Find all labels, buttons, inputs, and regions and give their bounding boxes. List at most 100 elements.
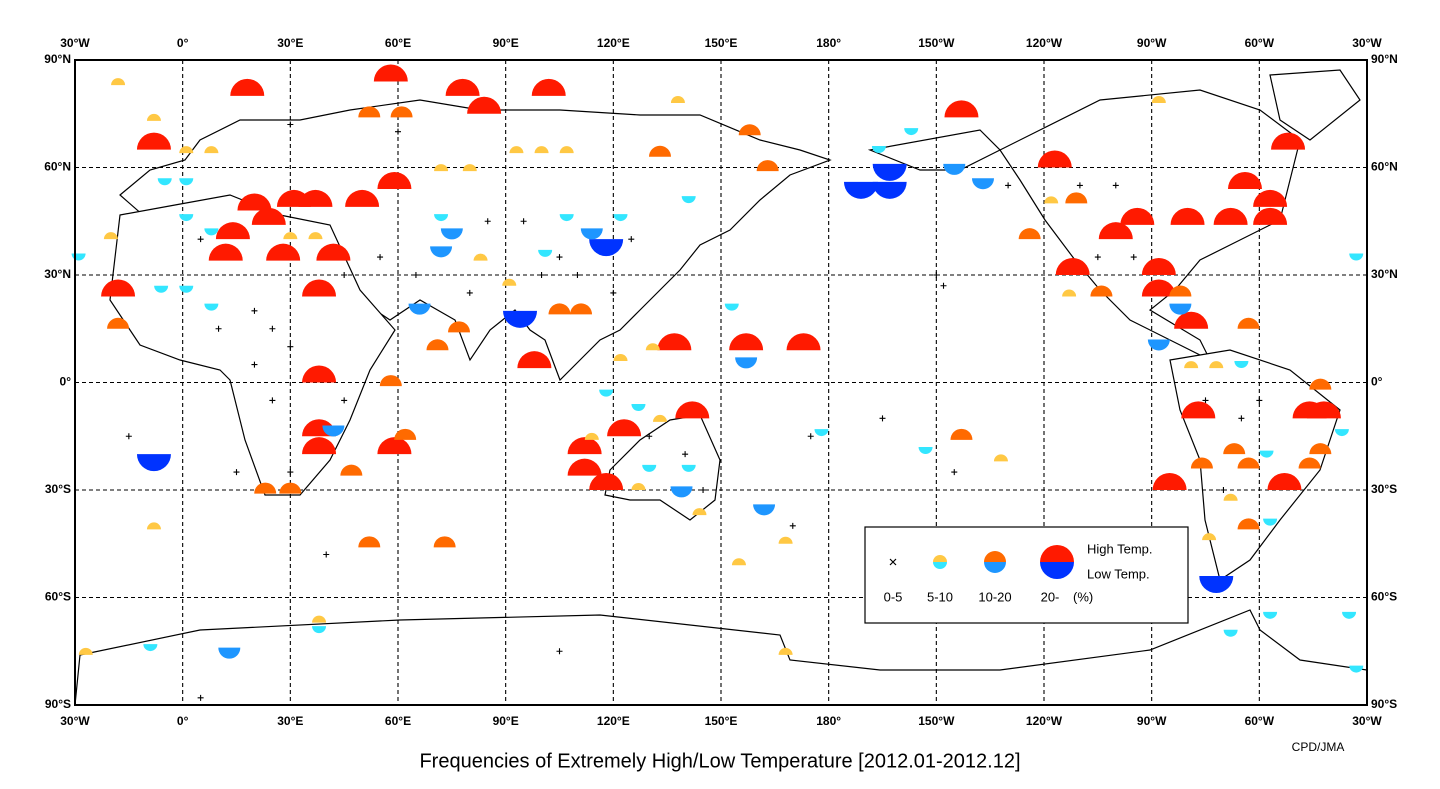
legend-box: [864, 526, 1189, 624]
cross-marker: [682, 451, 689, 458]
legend-class-label: 10-20: [978, 589, 1011, 604]
legend-class-label: 20-: [1041, 589, 1060, 604]
high-marker: [254, 482, 277, 494]
high-marker: [944, 100, 979, 118]
cross-marker: [484, 218, 491, 225]
high-marker: [607, 419, 642, 437]
cross-marker: [1094, 254, 1101, 261]
high-marker: [302, 365, 337, 383]
x-tick-label: 30°W: [1352, 714, 1382, 728]
x-tick-label: 180°: [816, 714, 841, 728]
australia: [604, 414, 721, 521]
low-marker: [143, 644, 158, 652]
y-tick-label: 90°N: [1371, 52, 1398, 66]
y-tick-label: 90°S: [1371, 697, 1397, 711]
high-marker: [136, 132, 171, 150]
high-marker: [467, 96, 502, 114]
high-marker: [1090, 285, 1113, 297]
low-marker: [179, 285, 194, 293]
low-marker: [904, 128, 919, 136]
high-marker: [567, 458, 602, 476]
high-marker: [509, 146, 524, 154]
high-marker: [1237, 457, 1260, 469]
high-marker: [1141, 279, 1176, 297]
cross-marker: [951, 469, 958, 476]
legend-high: High Temp.: [1087, 541, 1153, 556]
x-tick-label: 30°E: [277, 36, 303, 50]
map-frame: [74, 59, 1368, 706]
high-marker: [379, 375, 402, 387]
cross-marker: [1112, 182, 1119, 189]
high-marker: [302, 437, 337, 455]
y-tick-label: 30°N: [44, 267, 71, 281]
low-marker: [538, 249, 553, 257]
cross-marker: [610, 289, 617, 296]
high-marker: [517, 351, 552, 369]
y-tick-label: 60°S: [1371, 590, 1397, 604]
high-marker: [358, 536, 381, 548]
x-tick-label: 120°E: [597, 714, 630, 728]
cross-marker: [628, 236, 635, 243]
credit: CPD/JMA: [1292, 740, 1345, 754]
high-marker: [103, 232, 118, 240]
cross-marker: [1256, 397, 1263, 404]
north-america: [999, 89, 1301, 362]
high-marker: [1271, 132, 1306, 150]
x-tick-label: 150°W: [918, 714, 955, 728]
ticks: 30°W 30°W 0° 0° 30°E 30°E 60°E 60°E 90°E 90°E 120°…: [44, 36, 1398, 728]
high-marker: [531, 78, 566, 96]
cross-marker: [1076, 182, 1083, 189]
legend: High Temp. Low Temp. (%) 0-5 5-10 10-20 20-: [864, 526, 1189, 624]
high-marker: [993, 454, 1008, 462]
x-tick-label: 90°W: [1137, 36, 1167, 50]
cross-marker: [197, 236, 204, 243]
cross-marker: [1202, 397, 1209, 404]
high-marker: [312, 615, 327, 623]
high-marker: [146, 113, 161, 121]
cross-marker: [377, 254, 384, 261]
high-marker: [179, 146, 194, 154]
cross-marker: [287, 469, 294, 476]
high-marker: [373, 64, 408, 82]
low-marker: [179, 178, 194, 186]
low-marker: [681, 464, 696, 472]
high-marker: [786, 333, 821, 351]
high-marker: [648, 145, 671, 157]
cross-marker: [646, 433, 653, 440]
high-marker: [390, 106, 413, 118]
cross-marker: [879, 415, 886, 422]
low-marker: [1263, 518, 1278, 526]
x-tick-label: 180°: [816, 36, 841, 50]
low-marker: [179, 214, 194, 222]
cross-marker: [125, 433, 132, 440]
cross-marker: [341, 272, 348, 278]
high-marker: [1209, 361, 1224, 369]
x-tick-label: 150°W: [918, 36, 955, 50]
title: Frequencies of Extremely High/Low Temper…: [419, 750, 1020, 772]
high-marker: [645, 343, 660, 351]
low-marker: [943, 163, 966, 175]
high-marker: [1227, 172, 1262, 189]
low-marker: [918, 447, 933, 455]
low-marker: [872, 163, 907, 181]
high-marker: [377, 172, 412, 189]
high-marker: [1169, 285, 1192, 297]
high-marker: [302, 279, 337, 297]
high-marker: [308, 232, 323, 240]
high-marker: [1018, 228, 1041, 240]
y-tick-label: 0°: [60, 375, 72, 389]
legend-unit: (%): [1073, 589, 1093, 604]
cross-marker: [556, 648, 563, 655]
high-marker: [1237, 518, 1260, 530]
cross-marker: [789, 522, 796, 529]
x-tick-label: 90°W: [1137, 714, 1167, 728]
high-marker: [1237, 317, 1260, 329]
high-marker: [340, 464, 363, 476]
low-marker: [503, 310, 538, 328]
cross-marker: [395, 128, 401, 135]
cross-marker: [215, 325, 222, 332]
high-marker: [473, 253, 488, 261]
y-tick-label: 30°S: [1371, 482, 1397, 496]
high-marker: [1253, 207, 1288, 225]
